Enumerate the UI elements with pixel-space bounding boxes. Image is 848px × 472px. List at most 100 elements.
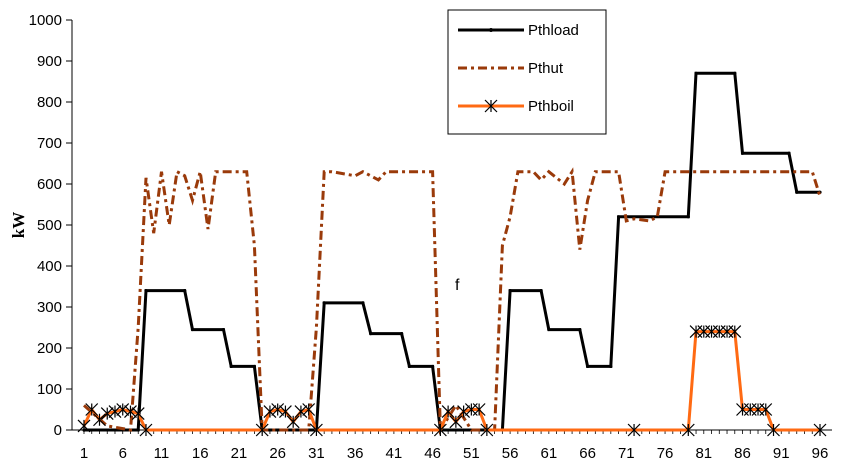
series-marker: [585, 364, 590, 369]
series-marker: [627, 423, 641, 437]
series-line-pthut: [83, 167, 822, 435]
x-tick-label: 31: [308, 445, 325, 462]
x-tick-label: 61: [540, 445, 557, 462]
series-marker: [686, 215, 690, 219]
series-marker: [480, 423, 494, 437]
series-marker: [93, 413, 106, 427]
series-marker: [433, 423, 447, 437]
series-marker: [322, 301, 326, 305]
series-marker: [229, 364, 233, 369]
y-tick-label: 100: [37, 381, 62, 398]
x-tick-label: 11: [154, 445, 170, 462]
series-marker: [279, 405, 292, 418]
legend-label: Pthut: [528, 60, 564, 77]
y-tick-label: 300: [37, 299, 62, 316]
series-pthboil: [77, 325, 827, 437]
x-tick-label: 66: [579, 445, 596, 462]
y-tick-label: 400: [37, 258, 62, 275]
series-marker: [190, 327, 195, 332]
y-tick-label: 900: [37, 53, 62, 70]
series-marker: [400, 332, 404, 336]
series-marker: [221, 327, 226, 332]
y-tick-label: 700: [37, 135, 62, 152]
series-marker: [144, 289, 148, 293]
series-marker: [294, 405, 308, 418]
series-marker: [728, 325, 742, 339]
series-marker: [116, 403, 130, 416]
series-marker: [85, 403, 99, 416]
series-marker: [124, 405, 137, 418]
series-marker: [787, 151, 791, 155]
series-marker: [767, 423, 780, 437]
series-marker: [616, 215, 621, 219]
x-tick-label: 76: [657, 445, 674, 462]
series-marker: [100, 407, 114, 421]
x-tick-label: 46: [424, 445, 441, 462]
x-tick-label: 56: [502, 445, 519, 462]
series-marker: [361, 301, 365, 305]
legend-item-pthload: Pthload: [458, 22, 579, 39]
series-marker: [609, 364, 613, 369]
series-marker: [431, 364, 435, 369]
series-marker: [740, 151, 745, 155]
series-marker: [407, 364, 411, 369]
x-tick-label: 21: [231, 445, 248, 462]
y-tick-label: 600: [37, 176, 62, 193]
series-line-pthload: [84, 71, 820, 432]
series-marker: [449, 415, 463, 429]
series-marker: [813, 423, 827, 437]
y-axis: 0 100 200 300 400 500 600 700 800 900 1000: [29, 12, 73, 439]
y-tick-label: 800: [37, 94, 62, 111]
series-marker: [252, 364, 257, 369]
y-tick-label: 200: [37, 340, 62, 357]
legend-label: Pthload: [528, 22, 579, 39]
legend-marker: [489, 28, 493, 32]
series-marker: [759, 403, 773, 416]
series-marker: [183, 289, 187, 293]
y-tick-label: 0: [54, 422, 62, 439]
series-marker: [271, 403, 285, 416]
x-tick-label: 86: [734, 445, 751, 462]
series-marker: [733, 71, 737, 75]
series-marker: [302, 403, 316, 416]
series-line-pthboil: [82, 330, 820, 432]
x-tick-label: 16: [192, 445, 209, 462]
x-tick-label: 91: [773, 445, 790, 462]
series-marker: [795, 190, 799, 194]
series-marker: [286, 415, 300, 429]
series-marker: [263, 405, 277, 418]
series-marker: [694, 71, 698, 75]
x-tick-label: 41: [386, 445, 403, 462]
series-marker: [578, 327, 582, 332]
series-marker: [131, 407, 145, 421]
x-tick-label: 96: [812, 445, 829, 462]
annotation-label: f: [455, 277, 460, 294]
x-tick-label: 1: [80, 445, 88, 462]
x-axis: 1 6 11 16 21 26 31 36 41 46 51 56 61 66 71 76 81 86 91 96: [72, 429, 832, 462]
series-layer: [77, 71, 827, 437]
x-tick-label: 6: [119, 445, 127, 462]
series-marker: [108, 405, 122, 418]
series-marker: [681, 423, 695, 437]
series-marker: [547, 327, 551, 332]
legend-label: Pthboil: [528, 98, 574, 115]
y-axis-title: kW: [9, 212, 28, 238]
y-tick-label: 1000: [29, 12, 62, 29]
series-marker: [508, 289, 512, 293]
series-marker: [309, 423, 323, 437]
legend-item-pthboil: Pthboil: [458, 98, 574, 115]
legend: Pthload Pthut Pthboil: [447, 9, 607, 135]
series-marker: [472, 403, 486, 416]
series-marker: [539, 289, 543, 293]
x-tick-label: 36: [347, 445, 364, 462]
series-marker: [369, 332, 373, 336]
series-marker: [139, 423, 153, 437]
y-tick-label: 500: [37, 217, 62, 234]
x-tick-label: 51: [463, 445, 480, 462]
series-marker: [441, 405, 455, 418]
series-pthut: [83, 167, 822, 435]
legend-item-pthut: Pthut: [458, 60, 564, 77]
series-marker: [457, 405, 471, 418]
